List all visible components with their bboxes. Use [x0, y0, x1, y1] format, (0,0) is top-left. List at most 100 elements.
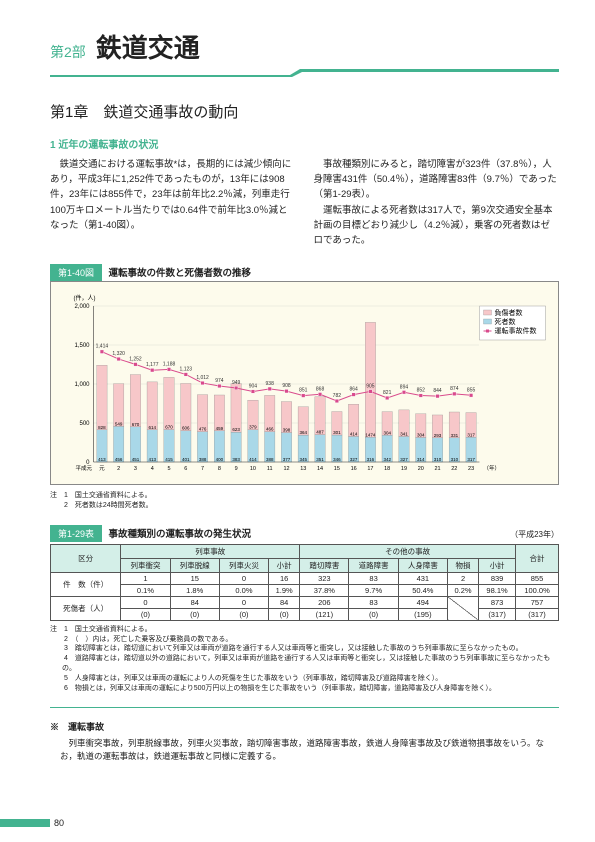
svg-text:351: 351	[316, 457, 324, 462]
svg-text:383: 383	[232, 457, 240, 462]
svg-text:974: 974	[215, 378, 224, 384]
figure-label: 第1-40図	[50, 264, 102, 281]
svg-text:1,320: 1,320	[112, 351, 125, 357]
svg-text:851: 851	[299, 388, 308, 394]
svg-text:413: 413	[98, 457, 106, 462]
chapter-title: 第1章 鉄道交通事故の動向	[50, 101, 559, 122]
svg-text:6: 6	[184, 466, 187, 472]
svg-text:7: 7	[201, 466, 204, 472]
svg-text:821: 821	[383, 390, 392, 396]
svg-text:414: 414	[350, 432, 358, 437]
svg-text:23: 23	[468, 466, 474, 472]
svg-text:10: 10	[250, 466, 256, 472]
svg-text:346: 346	[333, 457, 341, 462]
chart-container: 05001,0001,5002,000(件，人)8284135494566704…	[50, 281, 559, 485]
svg-text:304: 304	[417, 433, 425, 438]
svg-text:868: 868	[316, 386, 325, 392]
svg-text:377: 377	[283, 457, 291, 462]
svg-text:1,123: 1,123	[180, 367, 193, 373]
svg-text:1,188: 1,188	[163, 361, 176, 367]
svg-text:21: 21	[434, 466, 440, 472]
svg-text:8: 8	[218, 466, 221, 472]
svg-text:828: 828	[98, 425, 106, 430]
svg-text:670: 670	[132, 422, 140, 427]
body-p3: 運転事故による死者数は317人で，第9次交通安全基本計画の目標どおり減少し（4.…	[314, 205, 553, 246]
svg-text:400: 400	[216, 457, 224, 462]
svg-text:293: 293	[434, 433, 442, 438]
svg-text:908: 908	[282, 383, 291, 389]
svg-text:855: 855	[467, 387, 476, 393]
svg-text:415: 415	[165, 457, 173, 462]
data-table: 区分列車事故その他の事故合計列車衝突列車脱線列車火災小計踏切障害道路障害人身障害…	[50, 544, 559, 621]
svg-text:15: 15	[334, 466, 340, 472]
svg-text:388: 388	[199, 457, 207, 462]
body-p2: 事故種類別にみると，踏切障害が323件（37.8％），人身障害431件（50.4…	[314, 159, 557, 200]
svg-text:（年）: （年）	[484, 464, 501, 472]
figure-header: 第1-40図 運転事故の件数と死傷者数の推移	[50, 264, 559, 281]
svg-text:894: 894	[400, 384, 409, 390]
svg-text:1,012: 1,012	[196, 375, 209, 381]
tbl-note-6: 6 物損とは，列車又は車両の運転により500万円以上の物損を生じた事故をいう（列…	[50, 684, 559, 694]
svg-text:1474: 1474	[365, 432, 376, 437]
svg-text:623: 623	[232, 427, 240, 432]
tbl-note-4: 4 道路障害とは，踏切道以外の道路において，列車又は車両が道路を通行する人又は車…	[50, 654, 559, 674]
svg-text:317: 317	[467, 432, 475, 437]
tbl-note-3: 3 踏切障害とは，踏切道において列車又は車両が道路を通行する人又は車両等と衝突し…	[50, 644, 559, 654]
svg-text:5: 5	[167, 466, 170, 472]
svg-text:1,177: 1,177	[146, 362, 159, 368]
svg-text:345: 345	[300, 457, 308, 462]
table-title: 事故種類別の運転事故の発生状況	[109, 529, 252, 540]
svg-text:3: 3	[134, 466, 137, 472]
chart-svg: 05001,0001,5002,000(件，人)8284135494566704…	[59, 288, 550, 478]
svg-text:13: 13	[300, 466, 306, 472]
svg-text:327: 327	[350, 457, 358, 462]
svg-text:元: 元	[99, 465, 105, 472]
svg-text:466: 466	[266, 427, 274, 432]
svg-text:310: 310	[434, 457, 442, 462]
svg-text:331: 331	[451, 433, 459, 438]
svg-text:364: 364	[300, 430, 308, 435]
svg-text:451: 451	[132, 457, 140, 462]
table-suffix: （平成23年）	[510, 529, 559, 540]
svg-text:16: 16	[351, 466, 357, 472]
svg-text:844: 844	[433, 388, 442, 394]
svg-text:414: 414	[249, 457, 257, 462]
svg-text:549: 549	[115, 422, 123, 427]
header-underline	[50, 69, 559, 77]
svg-text:9: 9	[235, 466, 238, 472]
part-title: 鉄道交通	[96, 28, 200, 65]
svg-text:310: 310	[451, 457, 459, 462]
footnote-label: ※ 運転事故	[50, 720, 559, 733]
svg-text:327: 327	[400, 457, 408, 462]
svg-text:398: 398	[283, 428, 291, 433]
svg-text:1,500: 1,500	[74, 343, 90, 349]
svg-text:476: 476	[199, 427, 207, 432]
fig-note-2: 2 死者数は24時間死者数。	[50, 501, 559, 511]
svg-text:平成元: 平成元	[76, 464, 93, 472]
svg-text:782: 782	[333, 393, 342, 399]
svg-text:1,414: 1,414	[96, 344, 109, 350]
svg-text:949: 949	[232, 380, 241, 386]
svg-text:1,252: 1,252	[129, 356, 142, 362]
tbl-note-1: 注 1 国土交通省資料による。	[50, 625, 559, 635]
svg-text:1,000: 1,000	[74, 382, 90, 388]
svg-text:2,000: 2,000	[74, 304, 90, 310]
svg-text:606: 606	[182, 426, 190, 431]
svg-text:874: 874	[450, 386, 459, 392]
svg-text:4: 4	[151, 466, 154, 472]
figure-notes: 注 1 国土交通省資料による。 2 死者数は24時間死者数。	[50, 491, 559, 511]
tbl-note-2: 2 （ ）内は，死亡した乗客及び乗務員の数である。	[50, 635, 559, 645]
svg-text:18: 18	[384, 466, 390, 472]
svg-text:341: 341	[400, 432, 408, 437]
body-p1: 鉄道交通における運転事故*は，長期的には減少傾向にあり，平成3年に1,252件で…	[50, 159, 291, 231]
table-notes: 注 1 国土交通省資料による。 2 （ ）内は，死亡した乗客及び乗務員の数である…	[50, 625, 559, 694]
svg-text:500: 500	[79, 421, 90, 427]
body-text: 鉄道交通における運転事故*は，長期的には減少傾向にあり，平成3年に1,252件で…	[50, 157, 559, 248]
table-header: 第1-29表 事故種類別の運転事故の発生状況 （平成23年）	[50, 525, 559, 542]
svg-text:19: 19	[401, 466, 407, 472]
part-label: 第2部	[50, 42, 86, 62]
svg-text:314: 314	[417, 457, 425, 462]
svg-text:2: 2	[117, 466, 120, 472]
svg-text:938: 938	[266, 381, 275, 387]
svg-text:459: 459	[216, 426, 224, 431]
